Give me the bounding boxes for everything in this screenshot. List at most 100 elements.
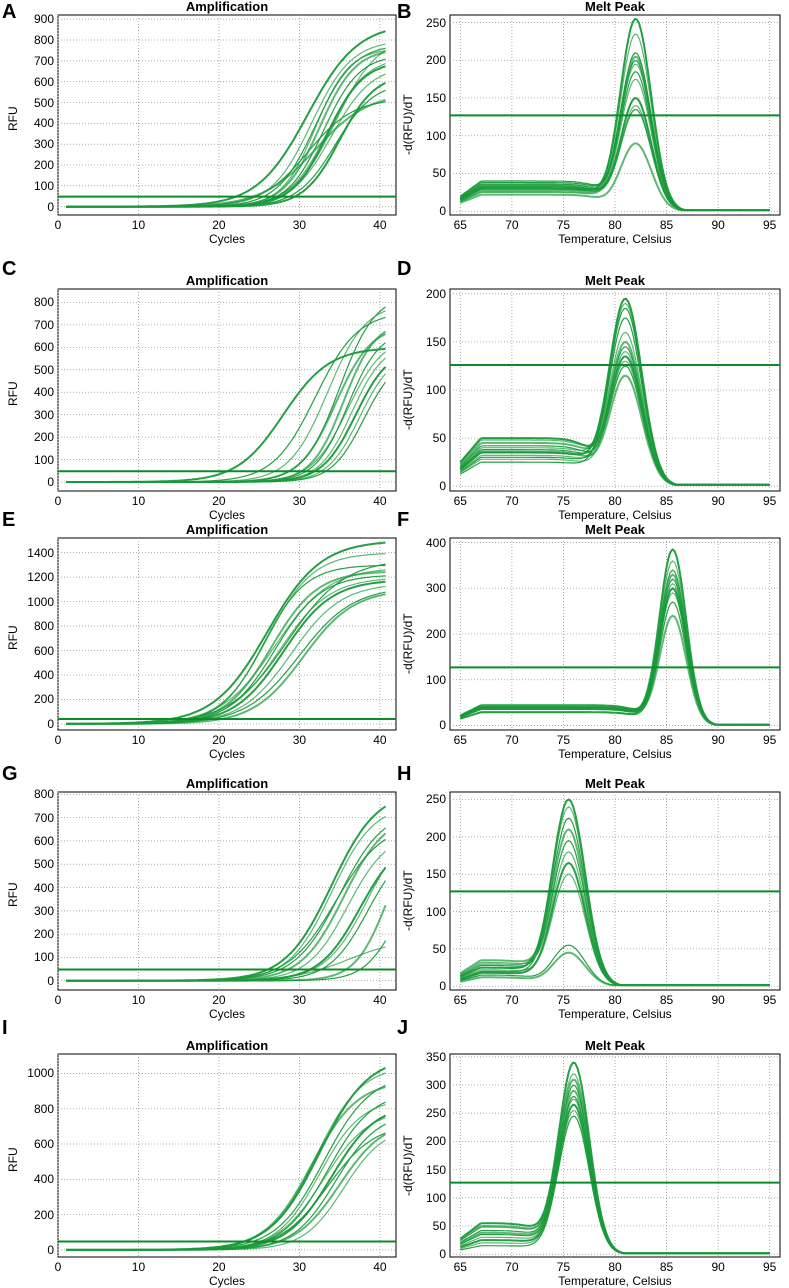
x-tick-label: 70 [505, 993, 519, 1007]
x-tick-label: 40 [373, 993, 387, 1007]
y-tick-label: 150 [425, 1162, 446, 1177]
x-tick-label: 85 [659, 993, 674, 1007]
chart-title: Amplification [185, 273, 269, 288]
y-tick-label: 800 [33, 619, 54, 634]
y-tick-label: 300 [33, 407, 54, 422]
y-tick-label: 400 [33, 1172, 54, 1187]
panel-letter: I [2, 1017, 8, 1039]
chart-title: Melt Peak [585, 273, 645, 288]
x-tick-label: 75 [556, 1260, 571, 1274]
x-tick-label: 65 [453, 218, 467, 232]
x-tick-label: 20 [212, 993, 226, 1007]
x-tick-label: 80 [608, 733, 622, 747]
x-tick-label: 70 [505, 733, 519, 747]
x-tick-label: 80 [608, 494, 622, 508]
y-tick-label: 50 [432, 1218, 446, 1233]
chart-title: Melt Peak [585, 0, 645, 14]
panel-letter: C [2, 258, 17, 280]
y-tick-label: 400 [33, 116, 54, 131]
y-tick-label: 100 [425, 672, 446, 687]
chart-title: Amplification [185, 1038, 269, 1053]
x-tick-label: 70 [505, 218, 519, 232]
x-axis-label: Cycles [208, 1007, 245, 1021]
x-tick-label: 30 [292, 494, 307, 508]
y-tick-label: 100 [425, 904, 446, 919]
y-tick-label: 300 [425, 1078, 446, 1092]
x-tick-label: 90 [711, 733, 725, 747]
y-tick-label: 50 [432, 941, 446, 956]
x-axis-label: Temperature, Celsius [558, 508, 672, 522]
series-line-well-12 [66, 1139, 386, 1251]
plot-frame [57, 14, 397, 216]
x-tick-label: 20 [212, 218, 226, 232]
x-axis-label: Temperature, Celsius [558, 1274, 672, 1288]
series-line-well-12 [459, 331, 770, 486]
x-tick-label: 40 [373, 218, 387, 232]
y-tick-label: 300 [33, 903, 54, 918]
panel-letter: J [397, 1017, 409, 1039]
series-line-well-14 [66, 50, 386, 208]
panel-letter: B [397, 1, 412, 23]
x-tick-label: 10 [131, 218, 146, 232]
chart-title: Amplification [185, 776, 269, 791]
x-tick-label: 95 [763, 733, 777, 747]
chart-title: Melt Peak [585, 1038, 645, 1053]
y-tick-label: 250 [425, 1106, 446, 1121]
chart-title: Amplification [185, 0, 269, 14]
y-tick-label: 250 [425, 15, 446, 30]
y-tick-label: 100 [33, 950, 54, 965]
series-line-well-12 [66, 351, 386, 483]
x-tick-label: 20 [212, 494, 226, 508]
y-tick-label: 500 [33, 857, 54, 872]
x-axis-label: Cycles [208, 1274, 245, 1288]
panel-letter: G [2, 763, 18, 785]
y-tick-label: 100 [33, 452, 54, 467]
x-tick-label: 40 [373, 733, 387, 747]
x-tick-label: 65 [453, 733, 467, 747]
y-tick-label: 0 [47, 973, 54, 988]
y-tick-label: 200 [425, 829, 446, 844]
y-tick-label: 0 [47, 199, 54, 214]
x-tick-label: 95 [763, 1260, 777, 1274]
y-tick-label: 200 [33, 430, 54, 445]
x-tick-label: 30 [292, 218, 307, 232]
x-tick-label: 75 [556, 993, 571, 1007]
series-line-well-10 [460, 951, 770, 987]
chart-title: Amplification [185, 522, 269, 537]
y-tick-label: 500 [33, 362, 54, 377]
x-tick-label: 65 [453, 993, 467, 1007]
x-tick-label: 30 [292, 993, 307, 1007]
x-tick-label: 95 [763, 494, 777, 508]
panel-letter: F [397, 509, 410, 531]
x-tick-label: 85 [659, 733, 674, 747]
y-tick-label: 800 [33, 787, 54, 802]
x-tick-label: 0 [54, 993, 62, 1007]
y-tick-label: 100 [425, 128, 446, 143]
chart-title: Melt Peak [585, 522, 645, 537]
y-tick-label: 800 [33, 1101, 54, 1116]
x-tick-label: 65 [453, 494, 467, 508]
y-tick-label: 700 [33, 53, 54, 68]
x-tick-label: 70 [505, 494, 519, 508]
y-tick-label: 0 [439, 979, 446, 994]
series-line-well-12 [66, 569, 386, 725]
y-tick-label: 1000 [27, 1066, 54, 1081]
chart-title: Melt Peak [585, 776, 645, 791]
x-tick-label: 90 [711, 1260, 725, 1274]
x-tick-label: 75 [556, 733, 571, 747]
x-axis-label: Temperature, Celsius [558, 232, 672, 246]
y-tick-label: 350 [425, 1049, 446, 1064]
panel-letter: A [2, 1, 17, 23]
y-tick-label: 150 [425, 91, 446, 106]
y-tick-label: 200 [425, 1134, 446, 1149]
y-tick-label: 250 [425, 792, 446, 807]
series-line-well-10 [459, 1078, 770, 1255]
y-tick-label: 100 [33, 178, 54, 193]
